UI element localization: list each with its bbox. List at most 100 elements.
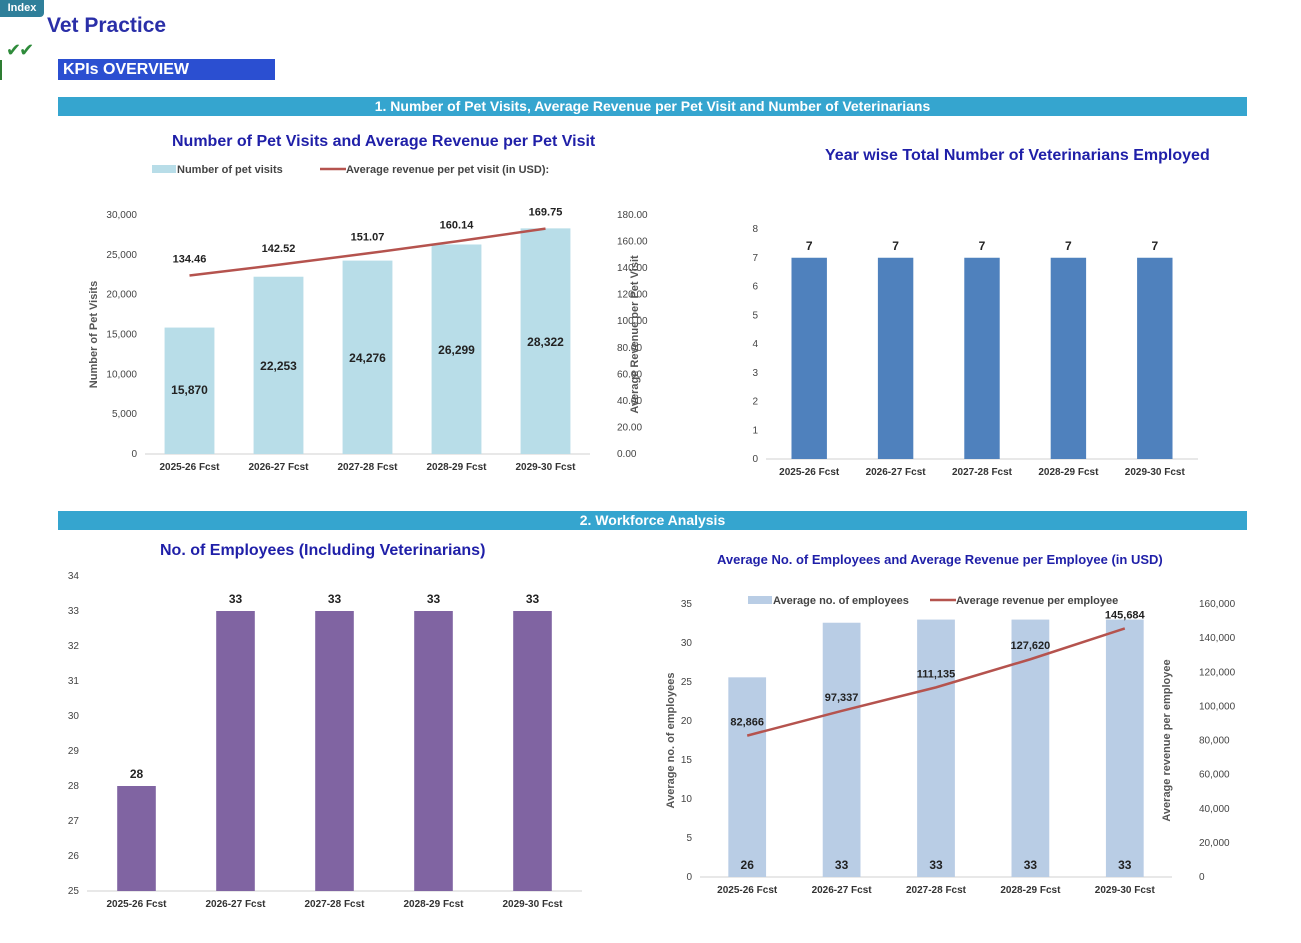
g-visits-legend-bar-swatch	[152, 165, 176, 173]
g-avgemp-line-label: 82,866	[730, 717, 764, 729]
g-visits-bar-label: 28,322	[527, 335, 564, 349]
g-visits-line-label: 142.52	[262, 243, 296, 255]
checkmark-icon: ✔✔	[6, 40, 34, 60]
g-avgemp-category-label: 2028-29 Fcst	[1000, 885, 1061, 896]
g-avgemp-bar-label: 33	[835, 858, 849, 872]
g-avgemp-ytick: 15	[681, 755, 693, 766]
g-visits-y2tick: 100.00	[617, 316, 648, 327]
g-vets-bar-label: 7	[892, 239, 899, 253]
g-visits-bar-label: 15,870	[171, 383, 208, 397]
g-avgemp-line-label: 97,337	[825, 692, 859, 704]
g-visits-bar	[342, 260, 393, 454]
g-visits-y2tick: 20.00	[617, 422, 642, 433]
g-avgemp-category-label: 2026-27 Fcst	[812, 885, 873, 896]
g-employees-bar	[315, 611, 354, 891]
g-visits-bar	[431, 244, 482, 454]
g-vets-bar	[877, 257, 914, 459]
g-avgemp-y2tick: 140,000	[1199, 633, 1236, 644]
g-vets-category-label: 2025-26 Fcst	[779, 467, 840, 478]
g-employees-category-label: 2026-27 Fcst	[205, 899, 266, 910]
g-avgemp-line-label: 145,684	[1105, 609, 1146, 621]
g-avgemp-ytick: 10	[681, 794, 693, 805]
g-avgemp-line-series	[746, 627, 1126, 737]
g-vets-category-label: 2028-29 Fcst	[1038, 467, 1099, 478]
avgemp-chart: 0 5 10 15 20 25 30 35 2025-26 Fcst 2026-27 Fcst 20…	[665, 595, 1236, 896]
g-visits-category-label: 2025-26 Fcst	[159, 462, 220, 473]
g-employees-bar-label: 33	[526, 592, 540, 606]
g-avgemp-bar-label: 26	[741, 858, 755, 872]
g-avgemp-ytick: 35	[681, 599, 693, 610]
g-avgemp-ytick: 25	[681, 677, 693, 688]
visits-chart: 0 5,000 10,000 15,000 20,000 25,000 30,000 2025…	[88, 164, 648, 473]
g-vets-category-label: 2027-28 Fcst	[952, 467, 1013, 478]
vets-chart-title: Year wise Total Number of Veterinarians …	[825, 147, 1210, 164]
g-vets-bar	[791, 257, 827, 459]
g-visits-bar	[253, 276, 304, 454]
g-employees-bar-label: 33	[328, 592, 342, 606]
g-visits-line-series	[189, 227, 546, 277]
g-vets-bar	[1050, 257, 1087, 459]
g-avgemp-y-title: Average no. of employees	[665, 673, 677, 809]
g-employees-bar	[216, 611, 255, 891]
g-vets-bar-label: 7	[1065, 239, 1072, 253]
index-tab[interactable]: Index	[0, 0, 44, 17]
g-avgemp-y2tick: 0	[1199, 872, 1205, 883]
g-visits-ytick: 25,000	[106, 250, 137, 261]
g-vets-bar-label: 7	[806, 239, 813, 253]
g-visits-line-label: 169.75	[529, 207, 563, 219]
g-employees-ytick: 29	[68, 746, 80, 757]
g-employees-ytick: 34	[68, 571, 80, 582]
g-visits-y2tick: 80.00	[617, 343, 642, 354]
g-visits-y2tick: 140.00	[617, 263, 648, 274]
g-employees-ytick: 31	[68, 676, 80, 687]
g-avgemp-ytick: 20	[681, 716, 693, 727]
g-visits-y2tick: 40.00	[617, 396, 642, 407]
g-visits-category-label: 2026-27 Fcst	[248, 462, 309, 473]
g-visits-bar-label: 26,299	[438, 343, 475, 357]
employees-chart-title: No. of Employees (Including Veterinarian…	[160, 542, 486, 559]
g-employees-ytick: 32	[68, 641, 80, 652]
g-avgemp-line-label: 111,135	[917, 668, 956, 680]
g-avgemp-bar-label: 33	[1024, 858, 1038, 872]
g-employees-bar	[414, 611, 453, 891]
g-avgemp-y2tick: 160,000	[1199, 599, 1236, 610]
g-visits-bar	[520, 228, 571, 454]
g-avgemp-bar-label: 33	[1118, 858, 1132, 872]
g-vets-bar	[964, 257, 1000, 459]
g-visits-y2tick: 0.00	[617, 449, 637, 460]
g-visits-y2tick: 160.00	[617, 237, 648, 248]
g-avgemp-bar	[1105, 619, 1144, 877]
g-avgemp-y2-title: Average revenue per employee	[1161, 659, 1173, 821]
g-vets-bar-label: 7	[1151, 239, 1158, 253]
g-employees-ytick: 28	[68, 781, 80, 792]
g-avgemp-y2tick: 80,000	[1199, 736, 1230, 747]
g-visits-line-label: 160.14	[440, 219, 475, 231]
g-avgemp-bar	[917, 619, 955, 877]
g-visits-ytick: 5,000	[112, 409, 137, 420]
g-avgemp-line-label: 127,620	[1011, 640, 1051, 652]
g-vets-bar-label: 7	[979, 239, 986, 253]
g-visits-bar-label: 24,276	[349, 351, 386, 365]
g-visits-line-label: 151.07	[351, 231, 385, 243]
g-vets-ytick: 3	[752, 368, 758, 379]
g-employees-bar-label: 33	[427, 592, 441, 606]
g-employees-category-label: 2027-28 Fcst	[304, 899, 365, 910]
g-employees-bar	[117, 786, 156, 891]
g-vets-ytick: 7	[752, 253, 758, 264]
g-vets-category-label: 2029-30 Fcst	[1125, 467, 1186, 478]
g-vets-ytick: 2	[752, 397, 758, 408]
g-vets-ytick: 0	[752, 454, 758, 465]
g-avgemp-ytick: 30	[681, 638, 693, 649]
g-vets-bar	[1137, 257, 1173, 459]
visits-chart-title: Number of Pet Visits and Average Revenue…	[172, 133, 596, 150]
g-employees-category-label: 2029-30 Fcst	[502, 899, 563, 910]
g-visits-category-label: 2027-28 Fcst	[337, 462, 398, 473]
page-title: Vet Practice	[47, 14, 167, 37]
g-visits-category-label: 2028-29 Fcst	[426, 462, 487, 473]
g-visits-category-label: 2029-30 Fcst	[515, 462, 576, 473]
g-visits-ytick: 10,000	[106, 369, 137, 380]
g-visits-y2tick: 120.00	[617, 290, 648, 301]
g-visits-ytick: 0	[131, 449, 137, 460]
g-employees-ytick: 26	[68, 851, 80, 862]
g-vets-ytick: 8	[752, 224, 758, 235]
